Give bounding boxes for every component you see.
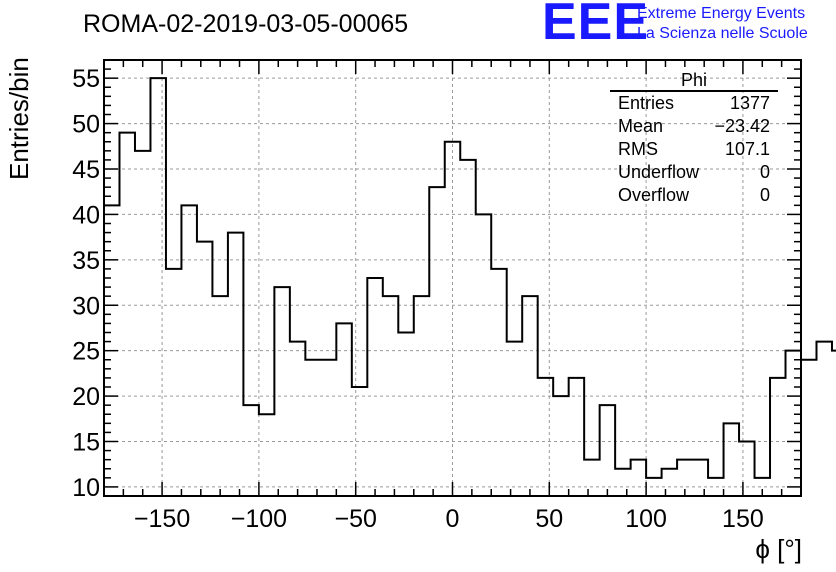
stats-value: 1377 — [729, 93, 770, 113]
logo-line-1: Extreme Energy Events — [637, 5, 806, 22]
x-tick-label: −150 — [134, 505, 190, 533]
stats-row-entries: Entries 1377 — [610, 92, 778, 115]
stats-title: Phi — [610, 70, 778, 92]
logo-text: Extreme Energy Events La Scienza nelle S… — [637, 4, 808, 44]
chart-title: ROMA-02-2019-03-05-00065 — [83, 10, 409, 38]
y-tick-label: 10 — [72, 474, 100, 502]
stats-label: Overflow — [618, 185, 690, 205]
eee-logo: EEE — [542, 0, 650, 51]
y-tick-label: 40 — [72, 201, 100, 229]
stats-label: Underflow — [618, 162, 700, 182]
y-tick-label: 35 — [72, 247, 100, 275]
x-tick-label: 0 — [446, 505, 460, 533]
stats-label: RMS — [618, 139, 658, 159]
y-axis-label: Entries/bin — [4, 57, 34, 180]
y-tick-label: 50 — [72, 111, 100, 139]
logo-line-2: La Scienza nelle Scuole — [637, 25, 808, 42]
stats-box: Phi Entries 1377 Mean −23.42 RMS 107.1 U… — [610, 70, 778, 207]
y-tick-label: 20 — [72, 383, 100, 411]
x-tick-label: 50 — [535, 505, 563, 533]
stats-value: 0 — [759, 162, 770, 182]
stats-value: 107.1 — [724, 139, 770, 159]
y-tick-label: 15 — [72, 429, 100, 457]
stats-row-mean: Mean −23.42 — [610, 115, 778, 138]
x-axis-label: ϕ [°] — [755, 534, 802, 564]
x-tick-label: −100 — [231, 505, 287, 533]
stats-label: Mean — [618, 116, 664, 136]
x-tick-label: −50 — [334, 505, 376, 533]
stats-row-underflow: Underflow 0 — [610, 161, 778, 184]
y-tick-label: 45 — [72, 156, 100, 184]
stats-row-rms: RMS 107.1 — [610, 138, 778, 161]
stats-value: 0 — [759, 185, 770, 205]
histogram-series — [104, 77, 836, 479]
y-tick-labels: 10 15 20 25 30 35 40 45 50 55 — [72, 65, 100, 502]
stats-value: −23.42 — [714, 116, 770, 136]
y-tick-label: 25 — [72, 338, 100, 366]
x-tick-label: 100 — [625, 505, 667, 533]
stats-label: Entries — [618, 93, 675, 113]
x-tick-label: 150 — [722, 505, 764, 533]
x-tick-labels: −150 −100 −50 0 50 100 150 — [134, 505, 764, 533]
y-tick-label: 55 — [72, 65, 100, 93]
axis-ticks — [103, 59, 802, 497]
stats-row-overflow: Overflow 0 — [610, 184, 778, 207]
y-tick-label: 30 — [72, 292, 100, 320]
